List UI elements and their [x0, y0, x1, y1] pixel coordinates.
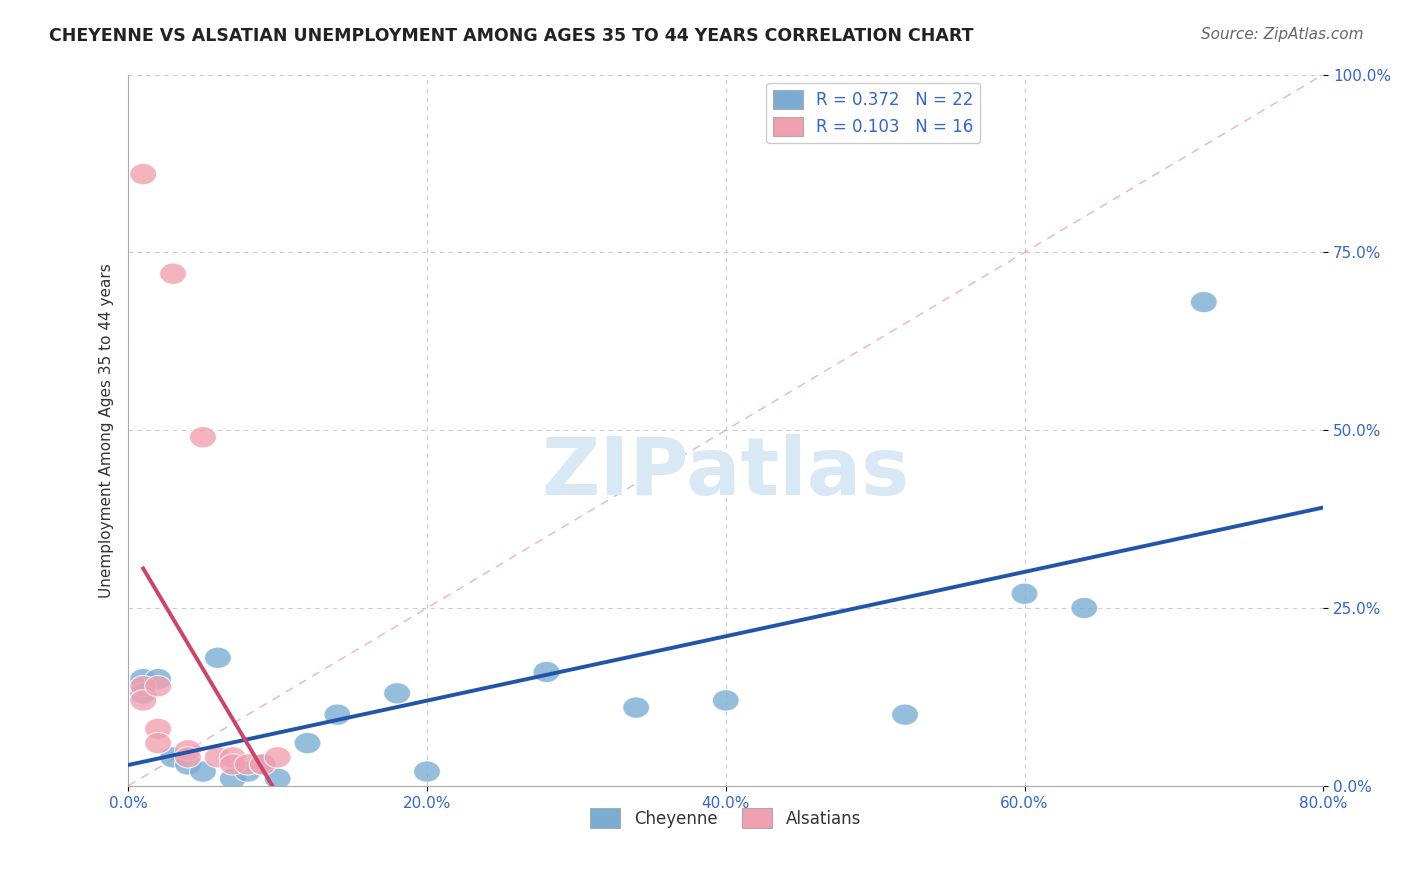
Ellipse shape: [1191, 292, 1218, 313]
Ellipse shape: [145, 668, 172, 690]
Ellipse shape: [174, 739, 201, 761]
Ellipse shape: [533, 661, 560, 682]
Ellipse shape: [190, 426, 217, 448]
Ellipse shape: [160, 747, 187, 768]
Text: CHEYENNE VS ALSATIAN UNEMPLOYMENT AMONG AGES 35 TO 44 YEARS CORRELATION CHART: CHEYENNE VS ALSATIAN UNEMPLOYMENT AMONG …: [49, 27, 974, 45]
Ellipse shape: [204, 747, 232, 768]
Ellipse shape: [174, 754, 201, 775]
Ellipse shape: [145, 718, 172, 739]
Ellipse shape: [204, 647, 232, 668]
Ellipse shape: [264, 747, 291, 768]
Ellipse shape: [623, 697, 650, 718]
Ellipse shape: [174, 747, 201, 768]
Ellipse shape: [323, 704, 352, 725]
Ellipse shape: [145, 675, 172, 697]
Text: Source: ZipAtlas.com: Source: ZipAtlas.com: [1201, 27, 1364, 42]
Legend: Cheyenne, Alsatians: Cheyenne, Alsatians: [583, 802, 868, 834]
Ellipse shape: [219, 768, 246, 789]
Ellipse shape: [190, 761, 217, 782]
Ellipse shape: [219, 754, 246, 775]
Ellipse shape: [235, 761, 262, 782]
Text: ZIPatlas: ZIPatlas: [541, 434, 910, 512]
Ellipse shape: [160, 263, 187, 285]
Ellipse shape: [384, 682, 411, 704]
Y-axis label: Unemployment Among Ages 35 to 44 years: Unemployment Among Ages 35 to 44 years: [100, 263, 114, 598]
Ellipse shape: [713, 690, 740, 711]
Ellipse shape: [129, 682, 156, 704]
Ellipse shape: [413, 761, 440, 782]
Ellipse shape: [145, 732, 172, 754]
Ellipse shape: [129, 163, 156, 185]
Ellipse shape: [249, 754, 276, 775]
Ellipse shape: [891, 704, 918, 725]
Ellipse shape: [129, 668, 156, 690]
Ellipse shape: [294, 732, 321, 754]
Ellipse shape: [1011, 583, 1038, 605]
Ellipse shape: [249, 754, 276, 775]
Ellipse shape: [1071, 598, 1098, 619]
Ellipse shape: [129, 690, 156, 711]
Ellipse shape: [219, 747, 246, 768]
Ellipse shape: [264, 768, 291, 789]
Ellipse shape: [129, 675, 156, 697]
Ellipse shape: [235, 754, 262, 775]
